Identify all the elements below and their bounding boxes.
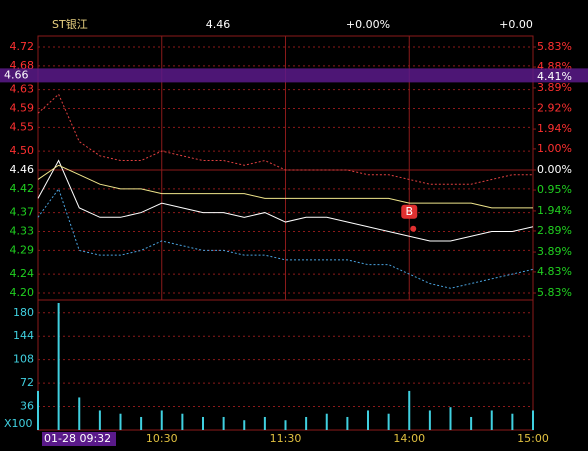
x-tick-label: 11:30 bbox=[270, 432, 302, 445]
bar bbox=[57, 303, 60, 430]
x-tick-label: 01-28 09:32 bbox=[44, 432, 111, 445]
y-tick-label: 144 bbox=[13, 329, 34, 342]
bar bbox=[428, 410, 431, 430]
series-line bbox=[37, 187, 534, 289]
bar bbox=[367, 410, 369, 430]
bar bbox=[490, 410, 493, 430]
x-tick-label: 10:30 bbox=[146, 432, 178, 445]
bar bbox=[78, 397, 81, 430]
y-tick-label: 4.72 bbox=[10, 40, 35, 53]
bar bbox=[511, 413, 514, 430]
bar bbox=[284, 420, 287, 430]
y2-tick-label: 0.95% bbox=[537, 183, 572, 196]
y2-tick-label: 3.89% bbox=[537, 245, 572, 258]
cursor-time-box bbox=[42, 432, 116, 446]
trade-marker-label: B bbox=[405, 205, 413, 218]
y-tick-label: 180 bbox=[13, 306, 34, 319]
y-tick-label: 4.42 bbox=[10, 182, 35, 195]
y-tick-label: 4.59 bbox=[10, 102, 35, 115]
bar bbox=[37, 390, 39, 430]
cursor2-label: 4.41% bbox=[537, 70, 572, 83]
trade-dot bbox=[410, 225, 417, 232]
y-tick-label: 36 bbox=[20, 400, 34, 413]
bar bbox=[470, 416, 473, 430]
y-tick-label: 4.20 bbox=[10, 286, 35, 299]
y-tick-label: 4.33 bbox=[10, 225, 35, 238]
bar bbox=[387, 413, 390, 430]
bar bbox=[346, 416, 349, 430]
y2-tick-label: 0.00% bbox=[537, 163, 572, 176]
y2-tick-label: 5.83% bbox=[537, 40, 572, 53]
bar bbox=[325, 413, 328, 430]
price: 4.46 bbox=[206, 18, 231, 31]
y2-tick-label: 1.94% bbox=[537, 122, 572, 135]
y2-tick-label: 5.83% bbox=[537, 286, 572, 299]
cursor-band bbox=[0, 68, 588, 83]
bar bbox=[160, 410, 163, 430]
change-pct: +0.00% bbox=[346, 18, 390, 31]
x-tick-label: 14:00 bbox=[393, 432, 425, 445]
bar bbox=[408, 390, 411, 430]
change: +0.00 bbox=[499, 18, 533, 31]
series-line bbox=[37, 159, 534, 242]
y-tick-label: 4.55 bbox=[10, 120, 35, 133]
y-tick-label: 4.29 bbox=[10, 243, 35, 256]
trade-marker bbox=[401, 204, 418, 219]
stock-name: ST银江 bbox=[52, 17, 88, 31]
bar bbox=[140, 416, 143, 430]
y-tick-label: 4.24 bbox=[10, 267, 35, 280]
bar bbox=[449, 407, 452, 430]
y-tick-label: 4.46 bbox=[10, 163, 35, 176]
y2-tick-label: 1.00% bbox=[537, 142, 572, 155]
bar bbox=[305, 416, 308, 430]
y-tick-label: 4.50 bbox=[10, 144, 35, 157]
bar bbox=[119, 413, 122, 430]
bar bbox=[222, 416, 225, 430]
y2-tick-label: 4.83% bbox=[537, 265, 572, 278]
cursor-label: 4.66 bbox=[4, 68, 29, 81]
y-tick-label: 4.63 bbox=[10, 83, 35, 96]
bar bbox=[98, 410, 101, 430]
y-tick-label: 4.37 bbox=[10, 206, 35, 219]
y-tick-label: 108 bbox=[13, 353, 34, 366]
series-line bbox=[37, 93, 533, 185]
bar bbox=[243, 420, 246, 430]
bar bbox=[263, 416, 266, 430]
unit-label: X100 bbox=[4, 417, 33, 430]
y-tick-label: 72 bbox=[20, 376, 34, 389]
y2-tick-label: 1.94% bbox=[537, 204, 572, 217]
y2-tick-label: 2.92% bbox=[537, 101, 572, 114]
x-tick-label: 15:00 bbox=[517, 432, 549, 445]
bar bbox=[202, 416, 204, 430]
y2-tick-label: 3.89% bbox=[537, 81, 572, 94]
bar bbox=[532, 410, 534, 430]
bar bbox=[181, 413, 184, 430]
series-line bbox=[37, 164, 533, 209]
y2-tick-label: 2.89% bbox=[537, 224, 572, 237]
